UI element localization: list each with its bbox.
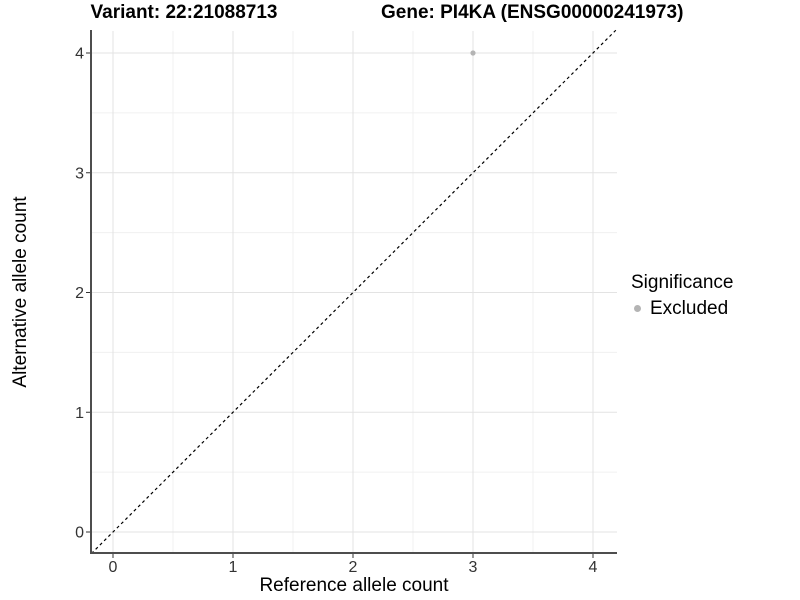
legend-item-label: Excluded <box>650 298 729 319</box>
y-tick-label: 0 <box>75 525 84 542</box>
legend-item: Excluded <box>631 297 733 320</box>
data-point <box>470 50 476 56</box>
legend-items: Excluded <box>631 297 733 320</box>
plot-title-gene: Gene: PI4KA (ENSG00000241973) <box>381 2 684 23</box>
y-tick-label: 3 <box>75 165 84 182</box>
x-tick-label: 4 <box>589 559 598 576</box>
x-tick-label: 0 <box>109 559 118 576</box>
x-tick-label: 3 <box>469 559 478 576</box>
legend-title: Significance <box>631 272 734 293</box>
legend: Significance Excluded <box>631 271 733 320</box>
y-tick-label: 4 <box>75 46 84 63</box>
y-tick-label: 1 <box>75 405 84 422</box>
legend-key-dot-icon <box>634 305 641 312</box>
y-tick-label: 2 <box>75 285 84 302</box>
y-axis-title: Alternative allele count <box>10 196 31 388</box>
x-axis-title: Reference allele count <box>259 575 449 596</box>
identity-dashed-line <box>90 29 617 554</box>
plot-title-variant: Variant: 22:21088713 <box>90 2 278 23</box>
x-tick-label: 2 <box>349 559 358 576</box>
x-tick-label: 1 <box>229 559 238 576</box>
